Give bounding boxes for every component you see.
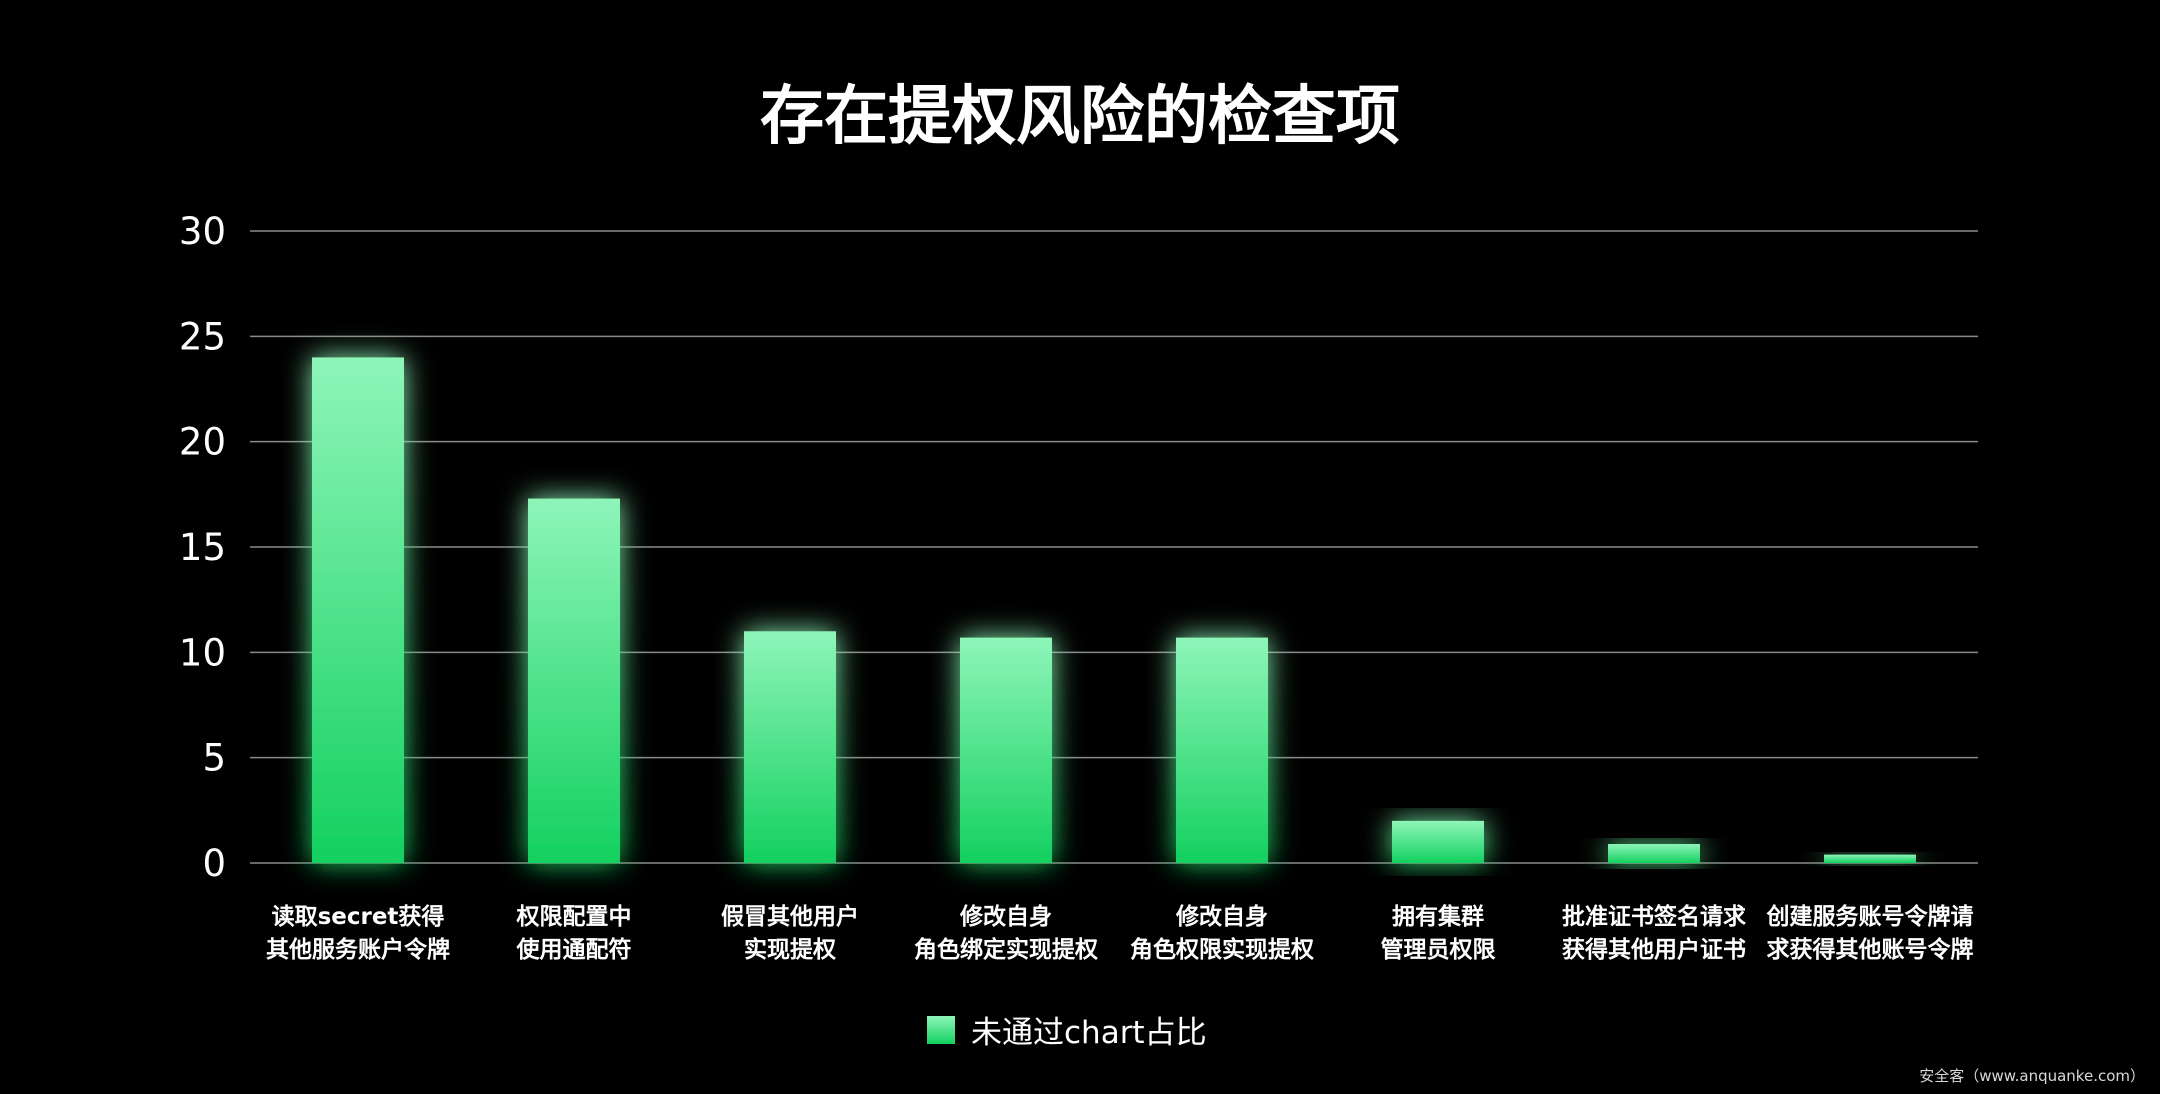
y-tick-label: 15 xyxy=(179,526,226,569)
x-tick-label: 实现提权 xyxy=(744,936,836,963)
y-tick-label: 5 xyxy=(202,737,226,780)
x-tick-label: 获得其他用户证书 xyxy=(1562,936,1746,963)
x-tick-label: 修改自身 xyxy=(959,903,1052,930)
bar xyxy=(312,357,404,863)
x-tick-label: 创建服务账号令牌请 xyxy=(1766,903,1974,930)
gridlines xyxy=(250,230,1978,864)
bar xyxy=(1608,844,1700,863)
y-tick-label: 30 xyxy=(179,210,226,253)
x-tick-label: 求获得其他账号令牌 xyxy=(1767,936,1974,963)
bar xyxy=(1392,820,1484,863)
y-tick-label: 0 xyxy=(202,842,226,885)
y-tick-label: 25 xyxy=(179,315,226,358)
legend-swatch xyxy=(927,1016,955,1044)
x-tick-label: 权限配置中 xyxy=(516,904,632,930)
watermark: 安全客（www.anquanke.com） xyxy=(1919,1067,2145,1085)
x-tick-label: 批准证书签名请求 xyxy=(1562,903,1746,930)
x-tick-label: 修改自身 xyxy=(1175,903,1268,930)
legend-label: 未通过chart占比 xyxy=(971,1015,1207,1051)
x-tick-label: 拥有集群 xyxy=(1392,903,1484,930)
bar xyxy=(744,631,836,863)
chart-title: 存在提权风险的检查项 xyxy=(760,80,1400,154)
x-tick-label: 角色绑定实现提权 xyxy=(914,936,1098,963)
y-tick-label: 10 xyxy=(179,631,226,674)
bars xyxy=(312,357,1916,863)
bar xyxy=(528,498,620,863)
x-tick-label: 角色权限实现提权 xyxy=(1130,936,1314,963)
x-tick-label: 读取secret获得 xyxy=(272,903,445,930)
legend: 未通过chart占比 xyxy=(927,1015,1207,1051)
bar xyxy=(1176,637,1268,863)
y-axis-ticks: 0 5 10 15 20 25 30 xyxy=(179,210,226,885)
y-tick-label: 20 xyxy=(179,421,226,464)
bar xyxy=(960,637,1052,863)
x-tick-label: 使用通配符 xyxy=(516,936,632,963)
bar xyxy=(1824,854,1916,863)
x-tick-label: 管理员权限 xyxy=(1381,936,1496,963)
x-tick-label: 其他服务账户令牌 xyxy=(266,936,450,963)
x-tick-label: 假冒其他用户 xyxy=(721,903,859,930)
